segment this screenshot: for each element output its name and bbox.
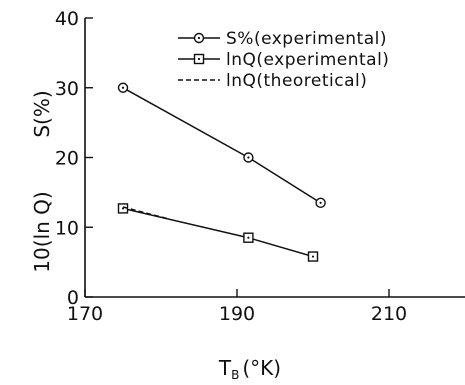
x-axis-label-sub: B [231, 368, 239, 382]
series [117, 82, 326, 262]
legend-entry: lnQ(theoretical) [178, 71, 367, 91]
series-line [122, 206, 169, 220]
ticks: 0 10 20 30 40 170 190 210 [55, 8, 407, 325]
x-tick-label: 210 [371, 303, 407, 325]
y-tick-label: 10 [55, 217, 79, 239]
legend-entry: S%(experimental) [178, 29, 387, 49]
series-line [122, 207, 314, 258]
y-axis-label-secondary: 10(ln Q) [30, 191, 54, 272]
data-point-center [197, 36, 201, 40]
legend-label: lnQ(experimental) [226, 50, 389, 70]
series-line [122, 87, 321, 204]
series-3 [122, 206, 169, 220]
x-tick-label: 170 [67, 303, 103, 325]
legend: S%(experimental)lnQ(experimental)lnQ(the… [178, 29, 389, 91]
data-point-center [197, 57, 201, 61]
x-axis-label: TB (°K) [218, 356, 281, 382]
y-tick-label: 40 [55, 8, 79, 30]
data-point-center [319, 201, 322, 204]
series-1 [117, 82, 326, 209]
legend-entry: lnQ(experimental) [178, 50, 389, 70]
y-tick-label: 0 [67, 287, 79, 309]
y-axis-label-primary: S(%) [30, 90, 54, 137]
y-tick-label: 20 [55, 148, 79, 170]
x-axis-label-main: T [218, 356, 232, 380]
data-point-center [247, 236, 250, 239]
y-tick-label: 30 [55, 78, 79, 100]
x-axis-label-unit: (°K) [242, 356, 281, 380]
data-point-center [247, 156, 250, 159]
legend-label: S%(experimental) [226, 29, 387, 49]
legend-label: lnQ(theoretical) [226, 71, 367, 91]
data-point-center [121, 86, 125, 89]
x-tick-label: 190 [219, 303, 255, 325]
series-2 [117, 203, 319, 262]
data-point-center [311, 255, 315, 258]
